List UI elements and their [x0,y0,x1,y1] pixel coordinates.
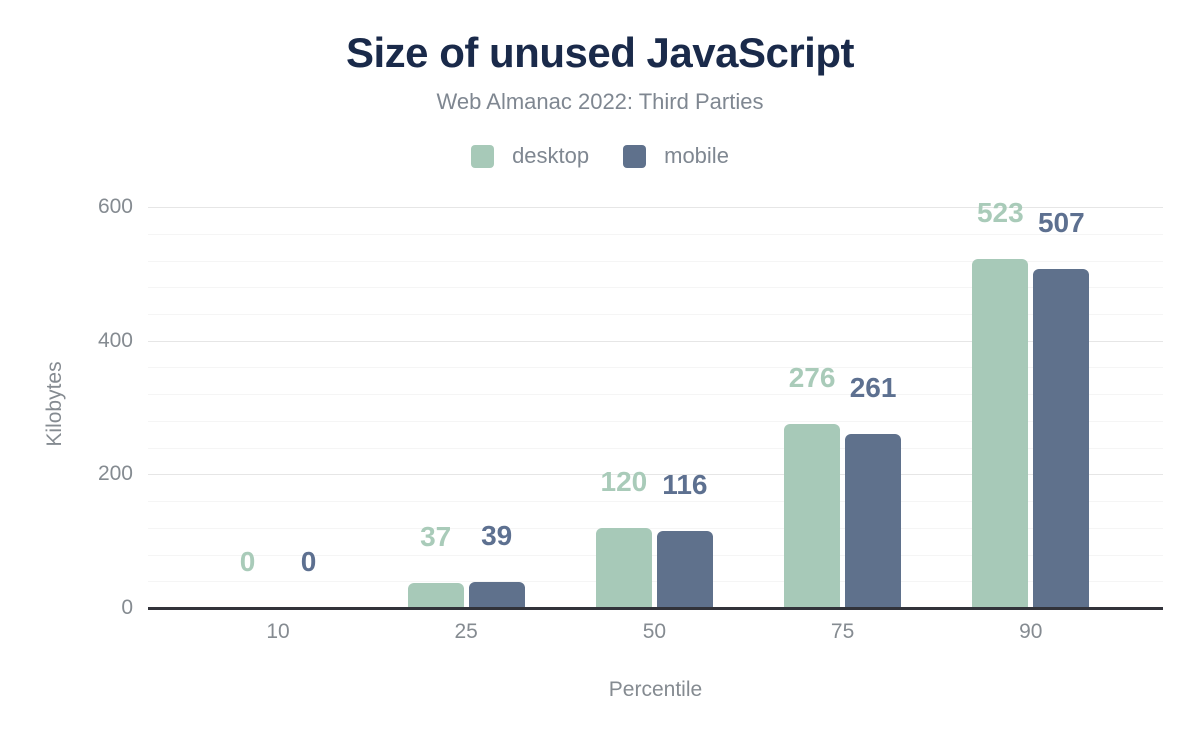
bar-mobile-p50 [656,530,713,608]
chart-title: Size of unused JavaScript [346,29,855,76]
chart-subtitle: Web Almanac 2022: Third Parties [436,89,764,114]
bar-mobile-p90 [1033,269,1090,608]
minor-gridline [148,420,1163,422]
legend-swatch-desktop [471,144,495,168]
x-axis-tick-label: 25 [454,620,478,643]
bar-value-label-mobile: 261 [849,371,897,403]
bar-value-label-desktop: 120 [600,465,648,497]
minor-gridline [148,581,1163,583]
bar-value-label-mobile: 116 [662,468,708,500]
bar-value-label-desktop: 276 [788,361,836,393]
minor-gridline [148,287,1163,289]
bar-value-label-mobile: 507 [1037,207,1085,239]
minor-gridline [148,313,1163,315]
minor-gridline [148,394,1163,396]
major-gridline [148,340,1163,342]
legend-label-mobile: mobile [664,143,729,168]
bar-value-label-mobile: 39 [481,519,513,551]
x-axis-tick-label: 50 [642,620,667,643]
y-axis-tick-label: 200 [97,462,133,486]
x-axis-title: Percentile [608,678,703,701]
bar-desktop-p25 [407,583,464,608]
bar-mobile-p75 [845,433,902,608]
legend-item-desktop: desktop [471,143,589,169]
minor-gridline [148,447,1163,449]
legend-swatch-mobile [623,144,647,168]
x-axis-tick-label: 75 [830,620,855,643]
x-axis-tick-label: 10 [266,620,290,643]
minor-gridline [148,527,1163,529]
bar-desktop-p50 [595,527,652,608]
legend-item-mobile: mobile [623,143,729,169]
bar-value-label-desktop: 37 [420,521,452,553]
minor-gridline [148,260,1163,262]
legend-label-desktop: desktop [512,143,590,168]
y-axis-tick-label: 600 [97,195,133,218]
bar-desktop-p90 [972,258,1029,608]
x-axis-line [148,607,1163,610]
bar-desktop-p75 [784,423,841,608]
bar-value-label-mobile: 0 [300,546,317,577]
y-axis-tick-label: 400 [97,328,133,352]
y-axis-title: Kilobytes [43,361,66,447]
x-axis-tick-label: 90 [1019,620,1043,643]
bar-value-label-desktop: 0 [239,546,256,577]
minor-gridline [148,501,1163,503]
major-gridline [148,474,1163,476]
minor-gridline [148,554,1163,556]
legend: desktop mobile [0,143,1200,169]
major-gridline [148,207,1163,208]
minor-gridline [148,367,1163,369]
bar-mobile-p25 [468,581,525,608]
y-axis-tick-label: 0 [121,596,133,619]
bar-value-label-desktop: 523 [976,196,1024,228]
minor-gridline [148,233,1163,235]
